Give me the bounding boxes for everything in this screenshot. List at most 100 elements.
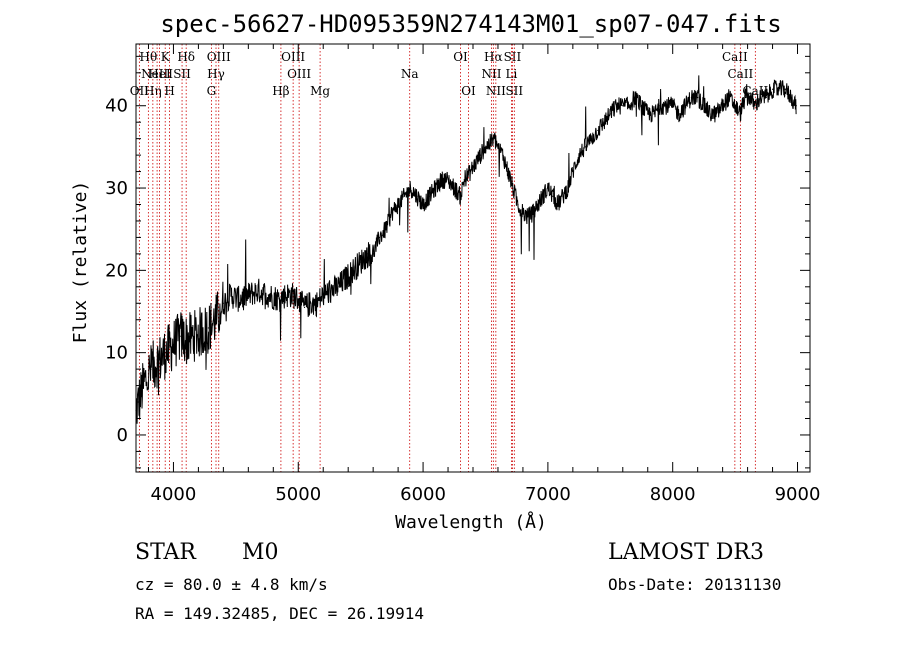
spectrum-point	[622, 105, 624, 107]
spectrum-point	[192, 335, 195, 337]
x-tick-label: 4000	[151, 484, 197, 505]
spectrum-point	[690, 96, 693, 99]
emission-line-label: OI	[461, 84, 476, 98]
emission-line-label: Hα	[484, 50, 503, 64]
emission-line-label: Na	[401, 67, 419, 81]
spectrum-point	[502, 154, 504, 156]
spectrum-point	[360, 261, 362, 263]
spectrum-point	[744, 96, 746, 99]
x-tick-label: 6000	[400, 484, 446, 505]
object-class: STAR	[135, 540, 197, 565]
emission-line-label: HeI	[148, 67, 171, 81]
spectrum-point	[345, 277, 347, 280]
emission-line-label: K	[161, 50, 171, 64]
emission-line-label: SII	[504, 50, 522, 64]
x-tick-label: 5000	[275, 484, 321, 505]
spectrum-point	[572, 170, 574, 173]
redshift-readout: cz = 80.0 ± 4.8 km/s	[135, 575, 328, 594]
spectrum-point	[441, 179, 443, 181]
x-tick-label: 7000	[525, 484, 571, 505]
y-tick-label: 20	[105, 260, 128, 281]
spectrum-point	[257, 290, 259, 292]
spectrum-point	[403, 195, 405, 197]
spectrum-point	[578, 154, 580, 156]
spectrum-point	[385, 228, 387, 230]
emission-line-label: NeIII	[141, 67, 173, 81]
x-axis-label: Wavelength (Å)	[395, 511, 547, 533]
spectrum-point	[459, 195, 462, 197]
spectrum-point	[532, 212, 534, 214]
spectrum-point	[609, 113, 611, 115]
spectrum-trace	[135, 75, 797, 424]
spectrum-point	[247, 294, 249, 296]
emission-line-label: Hβ	[272, 84, 289, 98]
object-subclass: M0	[242, 540, 279, 565]
spectrum-point	[453, 187, 455, 189]
spectrum-point	[391, 212, 393, 214]
spectrum-point	[567, 187, 569, 189]
spectrum-point	[157, 360, 160, 362]
spectrum-point	[647, 113, 649, 115]
spectrum-point	[200, 331, 202, 333]
spectrum-point	[512, 187, 514, 189]
spectrum-point	[180, 335, 182, 337]
emission-line-label: Hδ	[177, 50, 195, 64]
spectrum-point	[484, 146, 487, 148]
spectrum-series	[135, 75, 797, 424]
spectrum-point	[659, 105, 661, 107]
spectrum-point	[584, 146, 586, 148]
spectrum-point	[603, 121, 605, 123]
spectrum-point	[790, 96, 792, 99]
spectrum-point	[230, 294, 232, 296]
spectrum-point	[557, 203, 559, 206]
spectrum-point	[237, 298, 239, 300]
spectrum-point	[497, 146, 499, 148]
emission-line-label: OI	[453, 50, 468, 64]
emission-line-label: CaII	[727, 67, 753, 81]
spectrum-point	[267, 294, 269, 296]
y-tick-label: 0	[117, 425, 128, 446]
spectrum-point	[703, 105, 705, 107]
emission-line-label: OII	[130, 84, 150, 98]
spectrum-point	[316, 302, 318, 304]
spectrum-point	[653, 113, 655, 115]
spectrum-point	[795, 105, 797, 107]
spectrum-point	[416, 195, 418, 197]
spectrum-point	[291, 294, 293, 296]
emission-line-label: Hθ	[140, 50, 158, 64]
spectrum-point	[278, 298, 281, 300]
spectrum-point	[749, 96, 751, 99]
y-tick-label: 40	[105, 96, 128, 117]
spectrum-point	[634, 96, 636, 99]
spectrum-point	[372, 253, 374, 255]
spectrum-point	[447, 179, 449, 181]
spectrum-point	[517, 203, 519, 206]
spectrum-point	[352, 269, 354, 271]
spectrum-point	[310, 302, 312, 304]
survey-name: LAMOST DR3	[608, 540, 764, 565]
spectrum-point	[778, 88, 780, 90]
emission-line-label: NII	[481, 67, 501, 81]
spectrum-point	[428, 195, 430, 197]
spectrum-point	[207, 327, 209, 329]
spectrum-point	[285, 294, 287, 296]
y-tick-label: 10	[105, 343, 128, 364]
spectrum-point	[615, 105, 618, 107]
spectrum-point	[330, 290, 332, 292]
spectrum-point	[697, 96, 699, 99]
spectrum-point	[728, 96, 730, 99]
spectrum-point	[527, 216, 529, 218]
spectrum-point	[507, 170, 509, 173]
emission-line-label: Mg	[310, 84, 330, 98]
spectrum-point	[172, 343, 175, 346]
spectrum-point	[734, 105, 736, 107]
spectrum-point	[185, 339, 187, 341]
emission-line-label: CaII	[722, 50, 748, 64]
spectrum-point	[628, 105, 630, 107]
x-tick-label: 9000	[775, 484, 821, 505]
coordinates-readout: RA = 149.32485, DEC = 26.19914	[135, 604, 424, 623]
spectrum-point	[434, 187, 437, 189]
spectrum-point	[397, 203, 399, 206]
spectrum-point	[463, 179, 465, 181]
